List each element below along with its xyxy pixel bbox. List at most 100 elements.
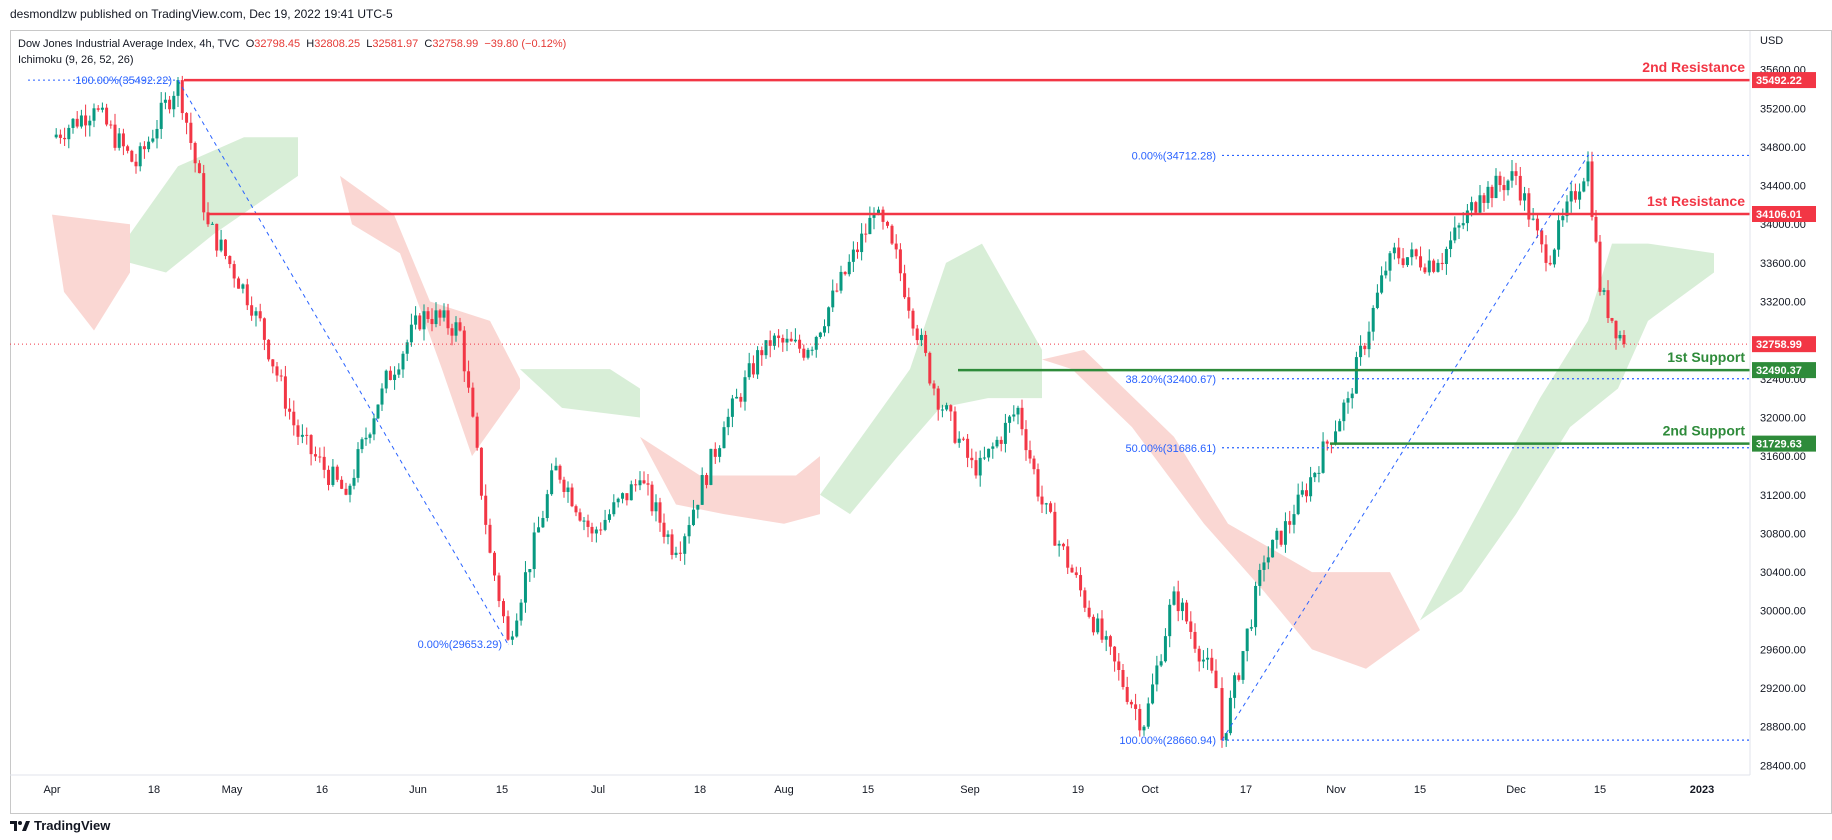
candle-body xyxy=(1292,514,1296,525)
candle-body xyxy=(911,310,915,329)
candle-body xyxy=(777,335,781,338)
candle-body xyxy=(974,460,978,476)
candle-body xyxy=(1342,402,1346,422)
candle-body xyxy=(541,518,545,528)
candle-body xyxy=(924,334,928,353)
candle-body xyxy=(84,115,88,126)
candle-body xyxy=(864,233,868,235)
candle-body xyxy=(1061,543,1065,547)
y-tick-label: 32000.00 xyxy=(1760,412,1806,424)
candle-body xyxy=(1279,530,1283,545)
candle-body xyxy=(603,519,607,530)
candle-body xyxy=(438,310,442,318)
tradingview-logo-icon xyxy=(10,820,30,831)
candle-body xyxy=(1569,191,1573,202)
candle-body xyxy=(1121,669,1125,687)
candle-body xyxy=(105,107,109,125)
candle-body xyxy=(772,335,776,346)
candle-body xyxy=(1070,567,1074,573)
candle-body xyxy=(1375,292,1379,308)
candle-body xyxy=(793,339,797,342)
level-price-tag-2-bg xyxy=(1752,362,1816,379)
candles-group xyxy=(54,75,1626,748)
candle-body xyxy=(949,405,953,412)
candle-body xyxy=(625,493,629,501)
candle-body xyxy=(1172,591,1176,605)
candle-body xyxy=(666,534,670,537)
candle-body xyxy=(1436,262,1440,272)
symbol-title[interactable]: Dow Jones Industrial Average Index, 4h, … xyxy=(18,38,240,50)
candle-body xyxy=(1510,171,1514,181)
candle-body xyxy=(267,339,271,360)
candle-body xyxy=(1527,193,1531,220)
candle-body xyxy=(1288,521,1292,525)
candle-body xyxy=(1392,247,1396,254)
candle-body xyxy=(250,305,254,316)
candle-body xyxy=(1384,270,1388,276)
candle-body xyxy=(1419,256,1423,268)
candle-body xyxy=(739,396,743,402)
candle-body xyxy=(982,457,986,459)
candle-body xyxy=(528,569,532,573)
candle-body xyxy=(506,616,510,640)
candle-body xyxy=(1544,244,1548,263)
y-tick-label: 34800.00 xyxy=(1760,142,1806,154)
candle-body xyxy=(1113,646,1117,662)
candle-body xyxy=(1586,161,1590,182)
candle-body xyxy=(1304,490,1308,497)
candle-body xyxy=(705,474,709,485)
level-name-1: 1st Resistance xyxy=(1647,193,1745,209)
candle-body xyxy=(344,488,348,495)
candle-body xyxy=(785,338,789,343)
candle-body xyxy=(380,388,384,405)
candle-body xyxy=(180,80,184,114)
candle-body xyxy=(877,209,880,215)
candle-body xyxy=(537,527,541,533)
candle-body xyxy=(1518,175,1522,201)
candle-body xyxy=(67,127,71,140)
candle-body xyxy=(1363,345,1367,350)
candle-body xyxy=(747,363,751,378)
candle-body xyxy=(331,466,335,485)
candle-body xyxy=(851,249,855,262)
candle-body xyxy=(915,328,919,341)
candle-body xyxy=(296,425,300,437)
candle-body xyxy=(185,113,189,123)
candle-body xyxy=(458,322,462,331)
candle-body xyxy=(142,146,146,150)
candle-body xyxy=(258,311,262,319)
candle-body xyxy=(1108,636,1112,647)
candle-body xyxy=(1498,175,1502,186)
candle-body xyxy=(335,466,339,480)
candle-body xyxy=(781,337,785,343)
candle-body xyxy=(1578,191,1582,200)
candle-body xyxy=(279,375,283,377)
ohlc-low: 32581.97 xyxy=(372,38,419,50)
candle-body xyxy=(1079,575,1083,591)
indicator-label[interactable]: Ichimoku (9, 26, 52, 26) xyxy=(18,54,134,66)
candle-body xyxy=(1514,171,1518,176)
candle-body xyxy=(1220,688,1224,741)
candle-body xyxy=(1193,631,1197,649)
chart-legend: Dow Jones Industrial Average Index, 4h, … xyxy=(18,38,567,66)
candle-body xyxy=(1053,511,1057,546)
candle-body xyxy=(368,434,372,438)
candle-body xyxy=(545,494,549,519)
y-tick-label: 29200.00 xyxy=(1760,683,1806,695)
candle-body xyxy=(1410,249,1414,258)
candle-body xyxy=(978,457,982,476)
fib-right-label-2: 50.00%(31686.61) xyxy=(1125,443,1216,455)
y-tick-label: 30000.00 xyxy=(1760,606,1806,618)
y-tick-label: 33600.00 xyxy=(1760,258,1806,270)
candle-body xyxy=(163,99,167,103)
footer-brand[interactable]: TradingView xyxy=(34,818,111,833)
candle-body xyxy=(409,324,413,343)
candle-body xyxy=(1614,320,1618,339)
candle-body xyxy=(430,318,434,325)
candle-body xyxy=(100,107,104,110)
candle-body xyxy=(109,124,113,126)
x-tick-label: Aug xyxy=(774,784,794,796)
candle-body xyxy=(550,470,554,495)
candle-body xyxy=(903,273,907,298)
